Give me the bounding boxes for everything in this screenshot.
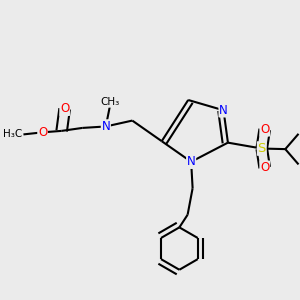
Text: H₃C: H₃C [3,129,22,140]
Text: N: N [187,155,196,168]
Text: N: N [101,120,110,133]
Text: O: O [260,123,269,136]
Text: N: N [219,104,228,117]
Text: O: O [60,102,69,115]
Text: O: O [38,126,47,139]
Text: S: S [258,142,266,155]
Text: O: O [260,161,269,174]
Text: CH₃: CH₃ [100,97,120,107]
